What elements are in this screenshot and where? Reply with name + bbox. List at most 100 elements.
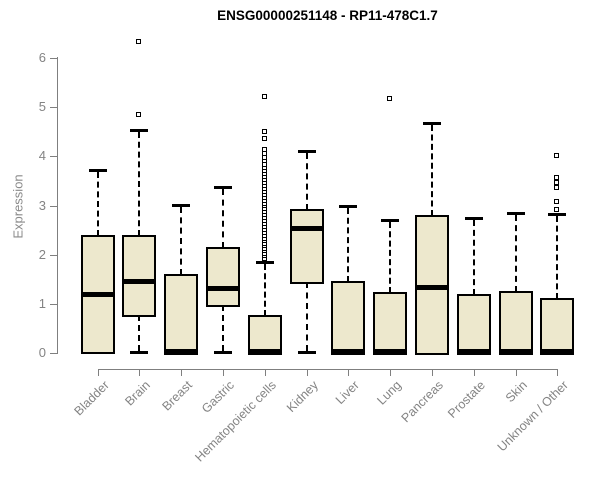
y-tick-label: 5 (38, 99, 46, 115)
upper-whisker-brain (138, 132, 141, 237)
box-prostate (456, 293, 491, 355)
lower-whisker-cap-gastric (214, 350, 233, 354)
category-label-lung: Lung (374, 378, 405, 408)
upper-whisker-cap-unknown-other (548, 212, 567, 216)
x-axis-line (97, 368, 559, 370)
outlier-unknown-other (554, 174, 560, 180)
box-hematopoietic-cells (247, 315, 282, 355)
outlier-brain (136, 38, 142, 44)
category-label-breast: Breast (159, 378, 196, 414)
outlier-unknown-other (554, 206, 560, 212)
x-tick (181, 369, 183, 376)
outlier-hematopoietic-cells (261, 136, 267, 142)
upper-whisker-cap-lung (381, 219, 400, 223)
chart-title: ENSG00000251148 - RP11-478C1.7 (217, 8, 438, 23)
y-tick-label: 4 (38, 148, 46, 164)
upper-whisker-prostate (472, 220, 475, 295)
category-label-skin: Skin (502, 378, 530, 406)
category-label-unknown-other: Unknown / Other (494, 378, 572, 455)
y-tick-label: 1 (38, 295, 46, 311)
lower-whisker-cap-kidney (297, 350, 316, 354)
upper-whisker-cap-prostate (464, 217, 483, 221)
upper-whisker-cap-hematopoietic-cells (255, 260, 274, 264)
box-breast (164, 273, 199, 355)
y-tick-label: 0 (38, 345, 46, 360)
y-tick-label: 3 (38, 197, 46, 213)
y-tick-label: 2 (38, 246, 46, 262)
median-brain (123, 279, 156, 285)
median-pancreas (415, 285, 448, 291)
category-label-bladder: Bladder (71, 378, 112, 419)
upper-whisker-breast (180, 207, 183, 275)
upper-whisker-unknown-other (556, 215, 559, 299)
category-label-pancreas: Pancreas (398, 378, 446, 426)
box-liver (331, 280, 366, 355)
y-tick (50, 254, 57, 256)
median-liver (332, 349, 365, 355)
y-tick-label: 6 (38, 50, 46, 65)
outlier-hematopoietic-cells (261, 129, 267, 135)
category-label-kidney: Kidney (283, 378, 321, 415)
y-tick (50, 205, 57, 207)
upper-whisker-skin (514, 215, 517, 292)
lower-whisker-kidney (305, 281, 308, 351)
box-lung (373, 291, 408, 355)
category-label-gastric: Gastric (199, 378, 237, 416)
box-kidney (289, 208, 324, 284)
upper-whisker-cap-bladder (88, 169, 107, 173)
median-lung (374, 349, 407, 355)
category-label-hematopoietic-cells: Hematopoietic cells (192, 378, 279, 465)
lower-whisker-gastric (222, 304, 225, 351)
x-tick (139, 369, 141, 376)
upper-whisker-bladder (96, 172, 99, 237)
upper-whisker-cap-breast (172, 204, 191, 207)
upper-whisker-cap-skin (506, 212, 525, 216)
x-tick (306, 369, 308, 376)
y-axis-line (57, 57, 58, 354)
median-skin (499, 349, 532, 355)
median-bladder (81, 292, 114, 298)
upper-whisker-cap-liver (339, 205, 358, 209)
median-breast (165, 349, 198, 355)
x-tick (348, 369, 350, 376)
upper-whisker-cap-pancreas (422, 122, 441, 126)
outlier-hematopoietic-cells (261, 146, 267, 152)
y-tick (50, 303, 57, 305)
y-tick (50, 58, 57, 59)
upper-whisker-cap-brain (130, 129, 149, 133)
median-gastric (207, 285, 240, 291)
outlier-unknown-other (554, 152, 560, 158)
outlier-unknown-other (554, 179, 560, 185)
x-tick (97, 369, 99, 376)
lower-whisker-brain (138, 314, 141, 351)
box-brain (122, 235, 157, 317)
median-kidney (290, 225, 323, 231)
upper-whisker-lung (389, 222, 392, 293)
outlier-unknown-other (554, 184, 560, 190)
box-gastric (206, 246, 241, 307)
outlier-unknown-other (554, 199, 560, 205)
y-tick (50, 107, 57, 109)
outlier-lung (387, 95, 393, 101)
x-tick (515, 369, 517, 376)
upper-whisker-cap-gastric (214, 185, 233, 189)
y-tick (50, 353, 57, 354)
x-tick (557, 369, 559, 376)
upper-whisker-cap-kidney (297, 149, 316, 153)
median-hematopoietic-cells (248, 348, 281, 354)
x-tick (390, 369, 392, 376)
box-pancreas (414, 214, 449, 355)
upper-whisker-liver (347, 208, 350, 282)
category-label-liver: Liver (333, 378, 363, 408)
upper-whisker-gastric (222, 188, 225, 248)
outlier-brain (136, 112, 142, 118)
box-skin (498, 290, 533, 355)
x-tick (431, 369, 433, 376)
median-prostate (457, 349, 490, 355)
x-tick (473, 369, 475, 376)
x-tick (223, 369, 225, 376)
x-tick (264, 369, 266, 376)
upper-whisker-pancreas (430, 125, 433, 216)
y-tick (50, 156, 57, 158)
